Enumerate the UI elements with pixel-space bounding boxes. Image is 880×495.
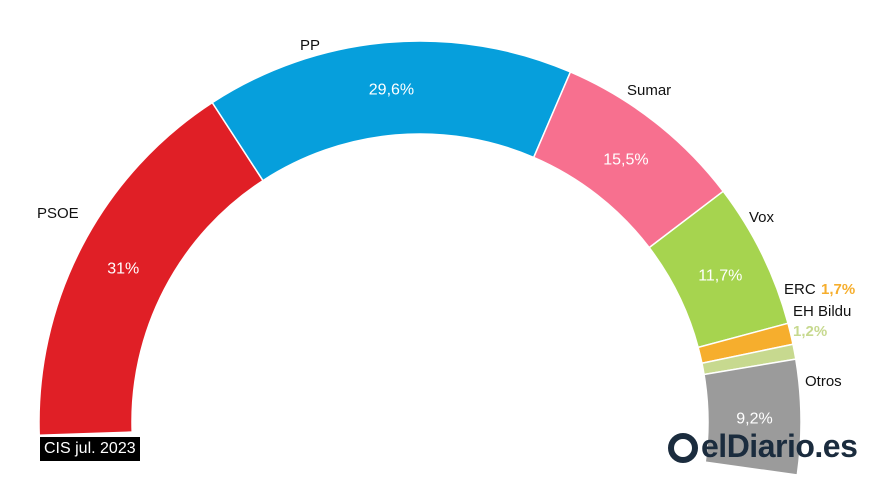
slice-psoe xyxy=(38,101,265,437)
party-label-vox: Vox xyxy=(749,209,775,226)
party-label-erc: ERC xyxy=(784,281,816,298)
logo-ring-icon xyxy=(668,432,698,463)
slice-otros xyxy=(703,358,802,476)
source-badge: CIS jul. 2023 xyxy=(40,437,140,461)
value-label-vox: 11,7% xyxy=(698,268,742,285)
value-label-pp: 29,6% xyxy=(369,82,414,99)
party-label-psoe: PSOE xyxy=(37,205,79,222)
logo-text: elDiario.es xyxy=(701,428,858,464)
slice-pp xyxy=(211,40,572,182)
value-label-otros: 9,2% xyxy=(736,411,772,428)
party-label-sumar: Sumar xyxy=(627,82,671,99)
party-label-otros: Otros xyxy=(805,373,842,390)
eldiario-logo: elDiario.es xyxy=(668,428,858,465)
party-label-eh-bildu: EH Bildu xyxy=(793,303,851,320)
party-label-pp: PP xyxy=(300,37,320,54)
value-label-sumar: 15,5% xyxy=(603,151,648,168)
value-label-psoe: 31% xyxy=(107,261,139,278)
value-label-eh-bildu: 1,2% xyxy=(793,323,827,340)
value-label-erc: 1,7% xyxy=(821,281,855,298)
